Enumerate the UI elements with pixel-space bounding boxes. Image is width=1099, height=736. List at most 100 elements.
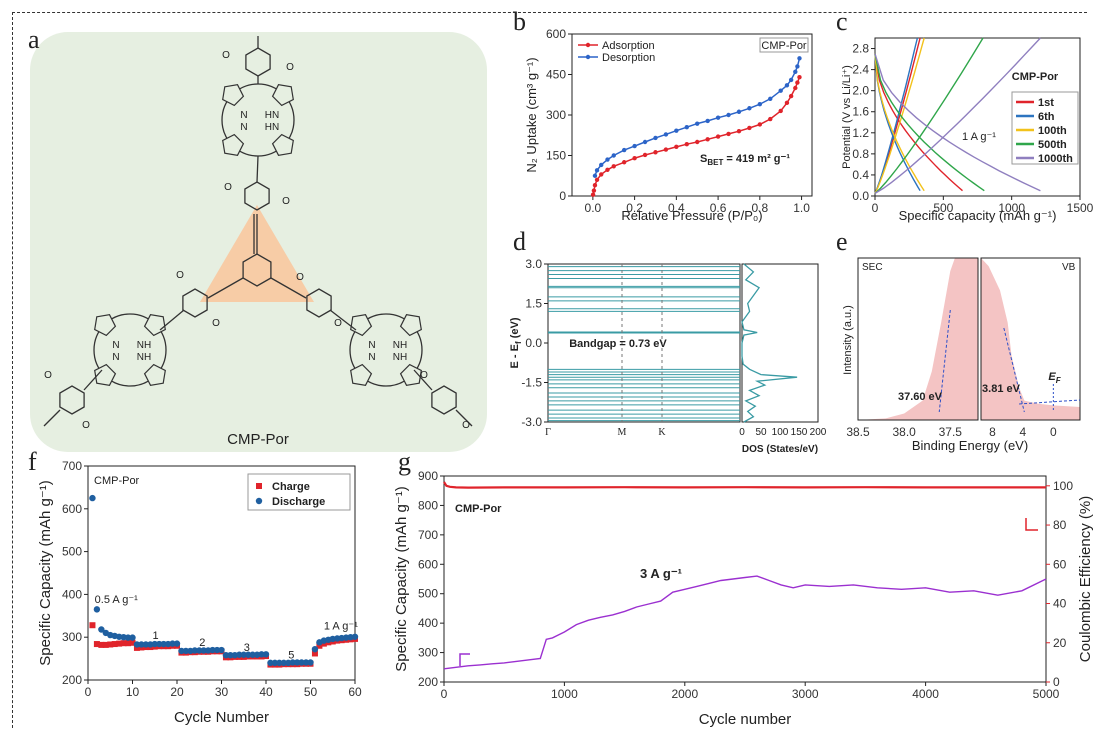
discharge-point — [227, 651, 234, 659]
data-point-desorption — [793, 69, 798, 75]
discharge-point — [138, 641, 145, 648]
nitrogen-label: NH — [137, 352, 151, 363]
y-tick-label: 300 — [546, 108, 566, 122]
nitrogen-label: N — [112, 352, 119, 363]
nitrogen-label: N — [368, 340, 375, 351]
sec-label: SEC — [862, 262, 883, 273]
pyrrole-ring — [94, 363, 117, 386]
outer-aryl — [431, 385, 457, 415]
data-point-desorption — [778, 88, 783, 93]
data-point-desorption — [788, 77, 794, 83]
panel-letter-e: e — [836, 227, 848, 256]
rate-label: 2 — [199, 637, 205, 649]
data-point-adsorption — [715, 134, 721, 139]
x-tick-label: 2000 — [671, 687, 698, 701]
data-point-adsorption — [747, 125, 752, 131]
terminal-alkyne — [43, 409, 61, 427]
discharge-point — [169, 640, 176, 647]
dos-tick-label: 200 — [810, 427, 827, 438]
y-tick-label: 500 — [418, 587, 438, 601]
x-axis-label: Cycle Number — [174, 709, 269, 726]
charge-curve-500th — [874, 37, 984, 194]
discharge-point — [178, 647, 185, 655]
oxygen-label: O — [282, 196, 290, 207]
nitrogen-label: HN — [265, 122, 279, 133]
data-point-adsorption — [684, 141, 689, 147]
discharge-point — [302, 659, 310, 666]
molecule-name: CMP-Por — [227, 431, 289, 448]
pyrrole-ring — [399, 314, 422, 337]
legend-label-100th: 100th — [1038, 125, 1067, 137]
discharge-point — [151, 640, 158, 648]
y-tick-label: 1.2 — [852, 126, 869, 140]
discharge-point — [222, 651, 230, 659]
data-point-adsorption — [793, 85, 798, 91]
x-axis-label: Cycle number — [699, 711, 792, 728]
data-point-adsorption — [621, 160, 627, 165]
oxygen-label: O — [334, 318, 342, 329]
current-density-label: 1 A g⁻¹ — [962, 131, 996, 143]
data-point-adsorption — [594, 177, 600, 182]
data-point-adsorption — [590, 192, 596, 197]
aryl-bond — [159, 309, 185, 331]
x-tick-label: 0.2 — [626, 201, 643, 215]
aryl-bond — [413, 369, 433, 391]
discharge-point — [280, 659, 287, 667]
aryl-ring — [182, 288, 208, 318]
x-tick-label: 10 — [126, 685, 140, 699]
data-point-adsorption — [797, 75, 802, 80]
data-point-desorption — [663, 132, 669, 137]
x-tick-label: 1000 — [998, 201, 1025, 215]
panel-g-cycling: 0 1000 2000 3000 4000 50002003004005006007008… — [393, 469, 1094, 728]
plot-frame — [874, 37, 1081, 197]
discharge-point — [298, 659, 305, 666]
chart-tag: CMP-Por — [455, 503, 502, 515]
charge-point — [93, 641, 100, 648]
alkyne-bond — [270, 277, 307, 299]
charge-point — [102, 641, 109, 648]
rate-label: 5 — [288, 650, 294, 662]
nitrogen-label: N — [240, 122, 247, 133]
discharge-point — [236, 651, 243, 658]
rate-label: 1 — [153, 630, 159, 642]
charge-point — [116, 640, 123, 647]
discharge-point — [262, 651, 270, 658]
data-point-desorption — [726, 112, 731, 118]
bet-annotation: SBET = 419 m² g⁻¹ — [700, 153, 790, 167]
nitrogen-label: N — [112, 340, 119, 351]
coulombic-efficiency-line — [443, 481, 1046, 489]
oxygen-label: O — [462, 420, 470, 431]
data-point-desorption — [736, 109, 742, 114]
charge-curve-6th — [874, 37, 919, 194]
alkyne-bond — [207, 277, 244, 299]
panel-d-band-structure: -3.0 -1.5 0.0 1.5 3.0 Γ M K Bandgap = 0.73 eV 0 50… — [509, 257, 827, 455]
legend-label-desorption: Desorption — [602, 52, 655, 64]
x-tick-label: 1.0 — [793, 201, 810, 215]
charge-point — [120, 640, 127, 647]
discharge-point — [196, 647, 203, 654]
data-point-adsorption — [757, 122, 763, 127]
y-tick-label: 900 — [418, 469, 438, 483]
discharge-point — [156, 640, 163, 648]
discharge-point — [258, 651, 265, 658]
rate-label: 3 — [244, 642, 250, 654]
terminal-alkyne — [455, 409, 473, 427]
rate-label: 1 A g⁻¹ — [324, 620, 358, 632]
pyrrole-ring — [94, 314, 117, 337]
y-axis-label: E - Ef (eV) — [509, 317, 523, 368]
figure-frame — [12, 12, 1087, 728]
panel-letter-d: d — [513, 227, 526, 256]
x-tick-label: 0.4 — [668, 201, 685, 215]
charge-curve-1000th — [874, 37, 1041, 194]
fermi-sub: F — [1056, 376, 1062, 385]
data-point-desorption — [632, 143, 637, 149]
x-tick-label: 1500 — [1067, 201, 1094, 215]
charge-point — [316, 642, 323, 649]
y-tick-label: -1.5 — [521, 376, 542, 390]
panel-b-isotherm: 0.0 0.2 0.4 0.6 0.8 1.0 0 150 300 450 600 Adsorptio… — [524, 27, 813, 223]
efficiency-axis-arrow — [1025, 518, 1038, 531]
discharge-point — [245, 651, 252, 658]
pyrrole-ring — [143, 314, 166, 337]
chart-tag: CMP-Por — [94, 475, 140, 487]
